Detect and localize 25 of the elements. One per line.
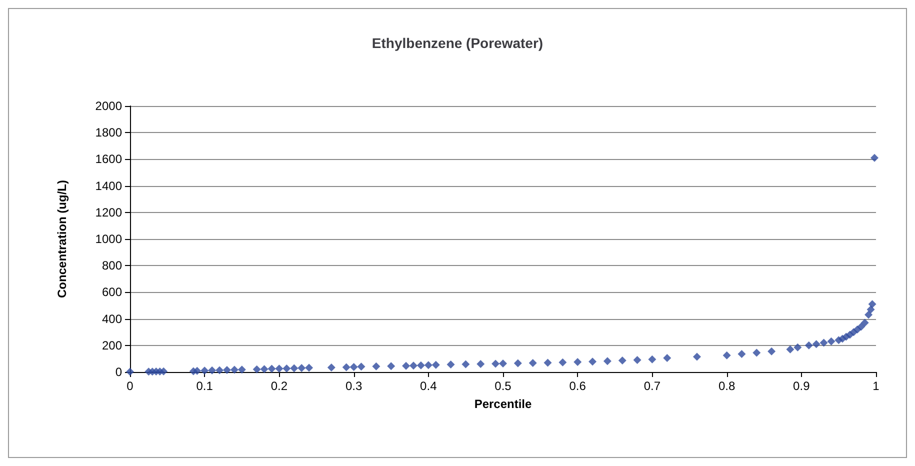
x-tick-label: 0.8 — [718, 379, 736, 393]
x-tick-label: 0.4 — [420, 379, 438, 393]
y-tick-label: 200 — [102, 338, 122, 352]
x-tick-label: 0.5 — [494, 379, 512, 393]
x-tick-label: 0.6 — [569, 379, 586, 393]
x-tick-label: 0.2 — [270, 379, 288, 393]
x-axis-title: Percentile — [474, 397, 532, 411]
chart-title: Ethylbenzene (Porewater) — [372, 35, 544, 51]
x-tick-label: 0.9 — [793, 379, 810, 393]
x-tick-label: 0.1 — [196, 379, 214, 393]
y-tick-label: 2000 — [95, 99, 122, 113]
y-tick-label: 0 — [115, 365, 122, 379]
y-tick-label: 1200 — [95, 205, 122, 220]
y-tick-label: 1800 — [95, 126, 122, 140]
x-tick-label: 1 — [872, 379, 880, 393]
x-tick-label: 0 — [126, 379, 134, 393]
x-tick-label: 0.7 — [644, 379, 661, 393]
y-tick-label: 600 — [102, 285, 122, 300]
x-tick-label: 0.3 — [345, 379, 362, 393]
y-tick-label: 400 — [102, 312, 122, 326]
y-tick-label: 800 — [102, 258, 122, 273]
y-tick-label: 1000 — [95, 232, 122, 246]
y-tick-label: 1600 — [95, 152, 122, 166]
y-axis-title: Concentration (ug/L) — [55, 180, 69, 298]
y-tick-label: 1400 — [95, 178, 122, 193]
